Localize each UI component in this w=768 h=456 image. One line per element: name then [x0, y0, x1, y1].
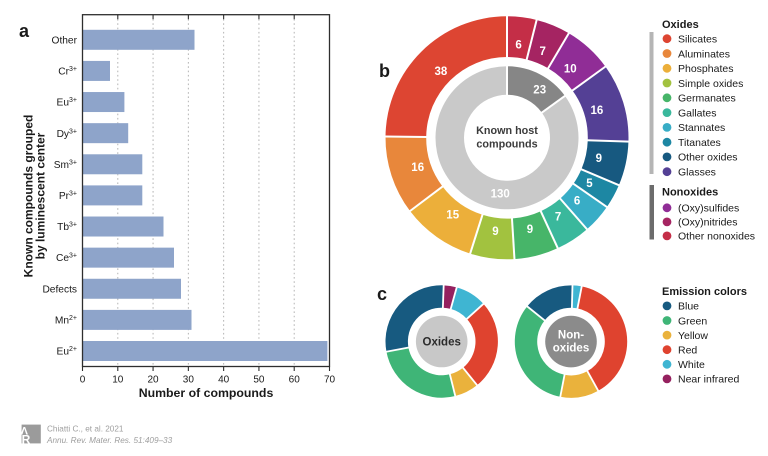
svg-text:5: 5 [586, 178, 593, 190]
svg-text:Glasses: Glasses [678, 167, 716, 179]
svg-text:Chiatti C., et al. 2021: Chiatti C., et al. 2021 [47, 425, 124, 434]
svg-text:Other nonoxides: Other nonoxides [678, 231, 755, 243]
svg-text:Annu. Rev. Mater. Res. 51:409–: Annu. Rev. Mater. Res. 51:409–33 [46, 436, 173, 445]
svg-text:Aluminates: Aluminates [678, 48, 730, 60]
svg-text:Defects: Defects [42, 284, 77, 295]
svg-text:Red: Red [678, 345, 697, 357]
svg-text:16: 16 [591, 105, 604, 117]
svg-text:Simple oxides: Simple oxides [678, 78, 743, 90]
svg-text:70: 70 [324, 375, 336, 386]
svg-text:15: 15 [446, 210, 459, 222]
svg-text:Green: Green [678, 315, 707, 327]
svg-text:60: 60 [289, 375, 301, 386]
svg-text:40: 40 [218, 375, 230, 386]
svg-text:Nonoxides: Nonoxides [662, 187, 718, 199]
svg-text:30: 30 [183, 375, 195, 386]
svg-text:50: 50 [253, 375, 265, 386]
svg-text:9: 9 [527, 224, 533, 236]
svg-text:a: a [19, 21, 30, 41]
svg-text:9: 9 [492, 226, 498, 238]
svg-text:Gallates: Gallates [678, 107, 717, 119]
svg-text:20: 20 [148, 375, 160, 386]
svg-text:130: 130 [491, 188, 510, 200]
svg-text:Oxides: Oxides [662, 19, 699, 31]
svg-text:Blue: Blue [678, 301, 699, 313]
svg-text:16: 16 [411, 162, 424, 174]
svg-text:7: 7 [539, 46, 545, 58]
svg-text:10: 10 [112, 375, 124, 386]
svg-text:0: 0 [80, 375, 86, 386]
svg-text:6: 6 [574, 195, 580, 207]
svg-text:10: 10 [564, 63, 577, 75]
svg-text:38: 38 [435, 66, 448, 78]
svg-text:Non-: Non- [558, 330, 584, 342]
svg-text:Other: Other [52, 35, 78, 46]
svg-text:Near infrared: Near infrared [678, 374, 739, 386]
svg-text:Other oxides: Other oxides [678, 152, 738, 164]
svg-text:compounds: compounds [476, 139, 537, 151]
svg-text:6: 6 [515, 40, 521, 52]
svg-text:9: 9 [596, 153, 602, 165]
svg-text:Number of compounds: Number of compounds [139, 386, 274, 400]
svg-text:(Oxy)sulfides: (Oxy)sulfides [678, 203, 739, 215]
svg-text:Stannates: Stannates [678, 122, 725, 134]
svg-text:Known host: Known host [476, 125, 538, 137]
svg-text:Emission colors: Emission colors [662, 286, 747, 298]
svg-text:7: 7 [555, 212, 561, 224]
svg-text:Titanates: Titanates [678, 137, 721, 149]
svg-text:c: c [377, 284, 387, 304]
svg-text:Silicates: Silicates [678, 34, 717, 46]
svg-text:by luminescent center: by luminescent center [33, 132, 47, 259]
svg-text:White: White [678, 359, 705, 371]
svg-text:b: b [379, 61, 390, 81]
svg-text:(Oxy)nitrides: (Oxy)nitrides [678, 217, 738, 229]
svg-text:Yellow: Yellow [678, 330, 708, 342]
svg-text:Oxides: Oxides [423, 337, 461, 349]
svg-text:oxides: oxides [553, 343, 589, 355]
svg-text:Germanates: Germanates [678, 93, 736, 105]
svg-text:R: R [22, 433, 31, 447]
svg-text:23: 23 [533, 84, 546, 96]
svg-text:Phosphates: Phosphates [678, 63, 733, 75]
